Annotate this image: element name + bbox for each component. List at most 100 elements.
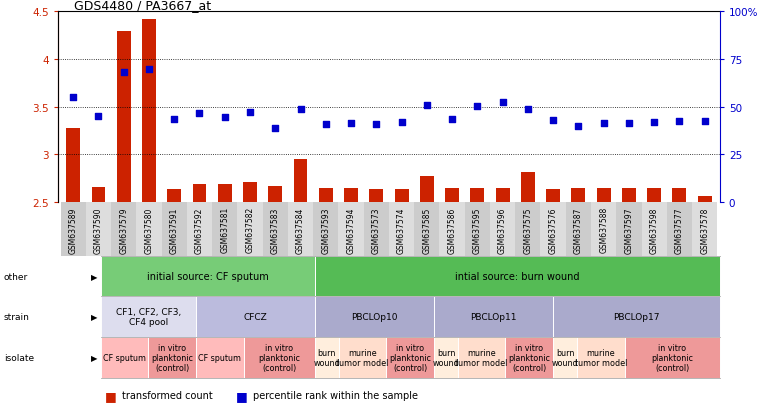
Point [673, 118, 686, 125]
Text: PBCLOp11: PBCLOp11 [471, 313, 517, 321]
Bar [440, 202, 464, 256]
Text: ■: ■ [104, 389, 116, 402]
Text: percentile rank within the sample: percentile rank within the sample [253, 390, 418, 401]
Point [420, 102, 433, 109]
Point [194, 111, 206, 117]
Bar [566, 202, 591, 256]
Text: GSM637587: GSM637587 [574, 206, 583, 253]
Text: GSM637588: GSM637588 [599, 206, 608, 253]
Bar [67, 128, 80, 202]
Point [547, 117, 560, 124]
Point [269, 125, 282, 132]
Text: GSM637581: GSM637581 [221, 206, 229, 253]
Bar [60, 202, 86, 256]
Text: GSM637591: GSM637591 [170, 206, 179, 253]
Bar [86, 202, 111, 256]
Bar [111, 202, 136, 256]
Text: initial source: CF sputum: initial source: CF sputum [147, 271, 269, 281]
Bar [187, 202, 212, 256]
Point [168, 116, 180, 123]
Text: ▶: ▶ [91, 313, 98, 321]
Text: intial source: burn wound: intial source: burn wound [455, 271, 580, 281]
Point [698, 118, 711, 125]
Point [446, 116, 458, 123]
Point [522, 107, 534, 114]
Text: in vitro
planktonic
(control): in vitro planktonic (control) [389, 343, 431, 373]
Text: GSM637576: GSM637576 [549, 206, 557, 253]
Bar [262, 202, 288, 256]
Text: murine
tumor model: murine tumor model [574, 348, 627, 367]
Text: transformed count: transformed count [122, 390, 212, 401]
Bar [692, 202, 717, 256]
Point [92, 114, 104, 120]
Text: isolate: isolate [4, 353, 34, 362]
Bar [471, 188, 485, 202]
Point [345, 120, 358, 127]
Bar [521, 173, 535, 202]
Point [496, 100, 509, 106]
Bar [515, 202, 540, 256]
Text: CF sputum: CF sputum [198, 353, 241, 362]
Text: murine
tumor model: murine tumor model [455, 348, 508, 367]
Bar [338, 202, 364, 256]
Text: ▶: ▶ [91, 272, 98, 281]
Point [67, 95, 80, 101]
Bar [117, 32, 131, 202]
Bar [395, 189, 409, 202]
Bar [142, 20, 156, 202]
Text: PBCLOp10: PBCLOp10 [351, 313, 398, 321]
Text: in vitro
planktonic
(control): in vitro planktonic (control) [151, 343, 193, 373]
Bar [571, 188, 585, 202]
Text: PBCLOp17: PBCLOp17 [613, 313, 659, 321]
Text: GSM637590: GSM637590 [94, 206, 103, 253]
Text: GSM637578: GSM637578 [700, 206, 709, 253]
Text: ■: ■ [236, 389, 248, 402]
Bar [319, 188, 333, 202]
Bar [212, 202, 238, 256]
Text: ▶: ▶ [91, 353, 98, 362]
Point [142, 66, 155, 73]
Text: other: other [4, 272, 28, 281]
Bar [697, 197, 711, 202]
Point [320, 121, 332, 128]
Bar [389, 202, 414, 256]
Text: strain: strain [4, 313, 29, 321]
Bar [288, 202, 313, 256]
Text: CFCZ: CFCZ [244, 313, 267, 321]
Bar [673, 188, 687, 202]
Point [572, 123, 584, 130]
Text: GSM637574: GSM637574 [397, 206, 406, 253]
Bar [238, 202, 262, 256]
Text: GSM637592: GSM637592 [195, 206, 204, 253]
Text: GSM637595: GSM637595 [473, 206, 482, 253]
Bar [546, 189, 560, 202]
Bar [597, 188, 611, 202]
Bar [414, 202, 440, 256]
Bar [369, 189, 383, 202]
Bar [243, 183, 257, 202]
Text: GDS4480 / PA3667_at: GDS4480 / PA3667_at [74, 0, 211, 12]
Text: in vitro
planktonic
(control): in vitro planktonic (control) [259, 343, 300, 373]
Point [648, 119, 660, 126]
Point [294, 106, 307, 113]
Text: GSM637582: GSM637582 [245, 206, 255, 253]
Bar [616, 202, 642, 256]
Text: murine
tumor model: murine tumor model [337, 348, 389, 367]
Text: GSM637596: GSM637596 [498, 206, 507, 253]
Bar [136, 202, 162, 256]
Text: CF1, CF2, CF3,
CF4 pool: CF1, CF2, CF3, CF4 pool [115, 307, 181, 327]
Text: GSM637597: GSM637597 [625, 206, 633, 253]
Point [370, 121, 382, 128]
Text: CF sputum: CF sputum [103, 353, 146, 362]
Point [471, 103, 484, 110]
Bar [420, 177, 433, 202]
Point [218, 114, 231, 121]
Bar [162, 202, 187, 256]
Point [396, 119, 408, 126]
Bar [490, 202, 515, 256]
Point [118, 70, 130, 76]
Text: burn
wound: burn wound [313, 348, 341, 367]
Text: in vitro
planktonic
(control): in vitro planktonic (control) [651, 343, 694, 373]
Bar [642, 202, 666, 256]
Text: GSM637577: GSM637577 [675, 206, 684, 253]
